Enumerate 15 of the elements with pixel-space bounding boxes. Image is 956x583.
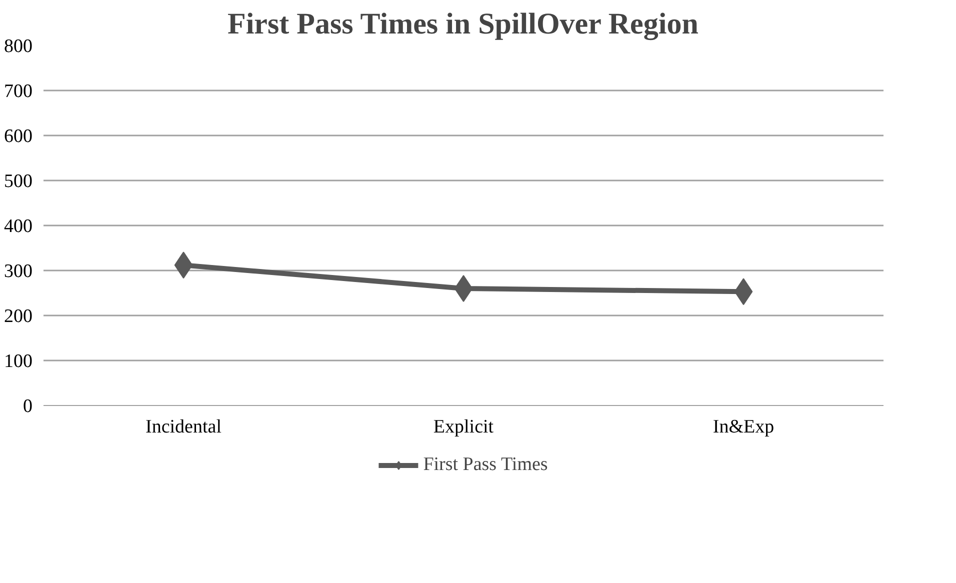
x-tick-label: In&Exp bbox=[712, 416, 774, 438]
y-tick-label: 400 bbox=[4, 216, 32, 237]
y-tick-label: 100 bbox=[4, 351, 32, 372]
y-tick-label: 200 bbox=[4, 306, 32, 327]
y-tick-label: 700 bbox=[4, 81, 32, 102]
y-tick-label: 800 bbox=[4, 36, 32, 57]
point bbox=[454, 275, 473, 302]
y-tick-label: 0 bbox=[23, 396, 32, 417]
y-tick-label: 500 bbox=[4, 171, 32, 192]
x-tick-label: Incidental bbox=[146, 416, 222, 438]
y-tick-label: 300 bbox=[4, 261, 32, 282]
chart-title: First Pass Times in SpillOver Region bbox=[228, 8, 699, 40]
x-tick-label: Explicit bbox=[433, 416, 494, 438]
legend-label: First Pass Times bbox=[423, 454, 548, 476]
y-tick-label: 600 bbox=[4, 126, 32, 147]
